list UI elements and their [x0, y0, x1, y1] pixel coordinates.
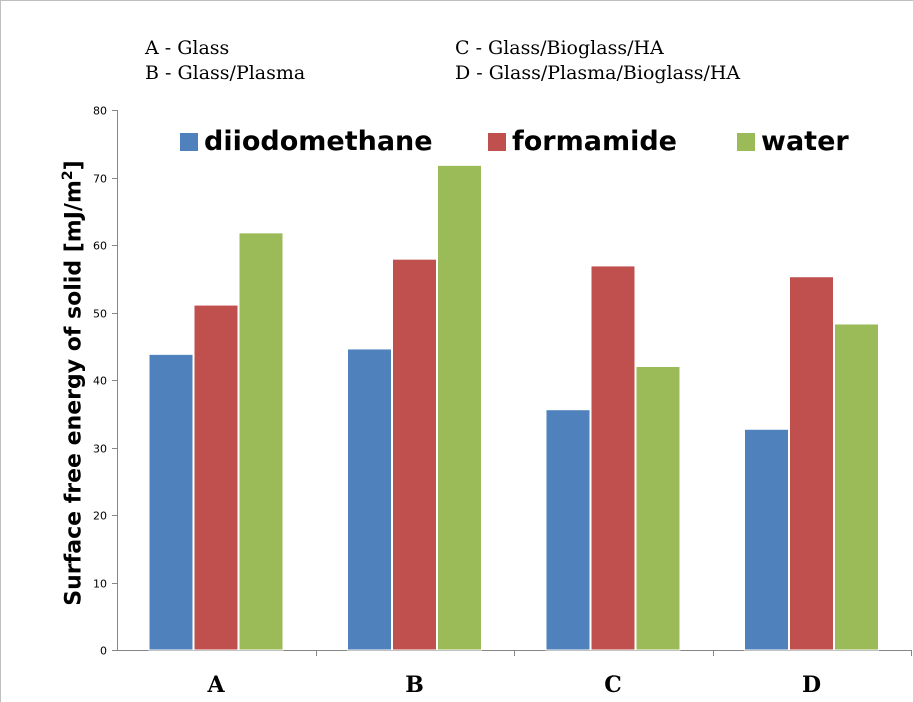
- x-tick-label-D: D: [802, 672, 821, 698]
- y-tick-label-30: 30: [93, 443, 107, 456]
- legend-swatch-diiodomethane: [180, 132, 198, 151]
- bar-diiodomethane-A: [148, 353, 194, 651]
- y-tick-label-20: 20: [93, 510, 107, 523]
- bar-diiodomethane-B: [347, 348, 392, 651]
- note-a: A - Glass: [145, 37, 230, 59]
- bar-water-B: [437, 164, 482, 651]
- bar-diiodomethane-C: [545, 409, 591, 651]
- y-tick-label-50: 50: [93, 308, 107, 321]
- y-axis-label: Surface free energy of solid [mJ/m2]: [60, 160, 87, 606]
- legend-label-diiodomethane: diiodomethane: [204, 126, 433, 157]
- legend-label-formamide: formamide: [512, 126, 677, 157]
- bar-formamide-D: [789, 276, 834, 651]
- note-b: B - Glass/Plasma: [145, 62, 306, 84]
- note-d: D - Glass/Plasma/Bioglass/HA: [455, 62, 741, 84]
- legend-label-water: water: [761, 126, 849, 157]
- legend-item-diiodomethane: diiodomethane: [180, 126, 433, 157]
- bar-formamide-C: [590, 265, 636, 651]
- x-tick-label-C: C: [604, 672, 622, 698]
- legend-item-water: water: [737, 126, 849, 157]
- bar-formamide-B: [392, 258, 437, 651]
- legend-swatch-water: [737, 132, 755, 151]
- bar-water-D: [834, 323, 879, 651]
- bar-diiodomethane-D: [744, 428, 789, 651]
- x-tick-label-A: A: [206, 672, 225, 698]
- legend-swatch-formamide: [488, 132, 506, 151]
- bar-water-C: [635, 366, 681, 651]
- y-tick-label-60: 60: [93, 240, 107, 253]
- y-tick-label-40: 40: [93, 375, 107, 388]
- legend-item-formamide: formamide: [488, 126, 677, 157]
- y-tick-label-70: 70: [93, 173, 107, 186]
- x-tick-label-B: B: [405, 672, 424, 698]
- bar-formamide-A: [193, 304, 239, 651]
- note-c: C - Glass/Bioglass/HA: [455, 37, 664, 59]
- y-tick-label-80: 80: [93, 105, 107, 118]
- y-tick-label-0: 0: [100, 645, 107, 658]
- bar-water-A: [238, 232, 284, 651]
- y-tick-label-10: 10: [93, 578, 107, 591]
